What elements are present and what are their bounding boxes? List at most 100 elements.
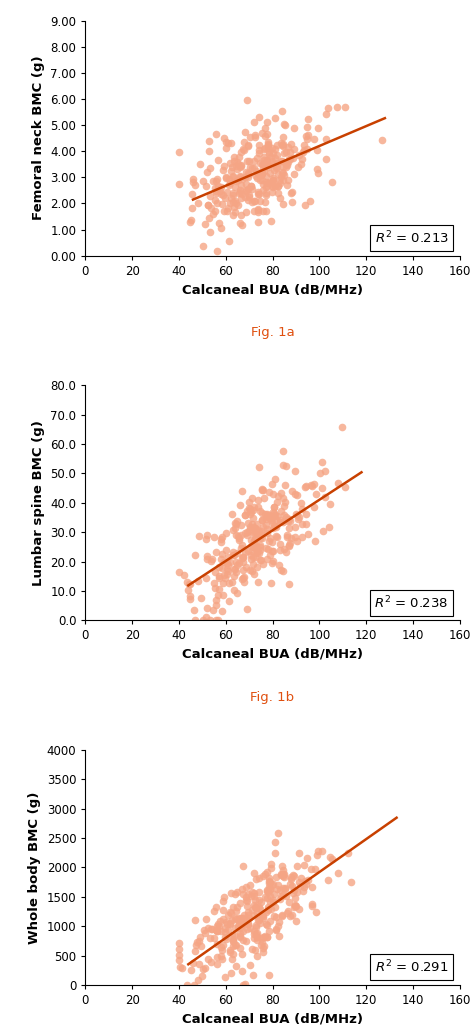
Point — [292, 506, 300, 522]
Point — [322, 130, 330, 147]
Point — [273, 877, 281, 894]
Point — [243, 898, 251, 914]
Point — [222, 542, 230, 558]
Point — [195, 194, 202, 210]
Point — [264, 136, 271, 153]
Point — [322, 106, 329, 122]
Point — [200, 238, 207, 254]
Point — [271, 499, 278, 515]
Point — [208, 553, 215, 569]
Point — [283, 458, 290, 474]
Point — [227, 163, 235, 180]
Point — [259, 556, 266, 573]
Point — [273, 494, 281, 510]
Point — [220, 554, 228, 570]
Point — [249, 556, 257, 573]
Point — [200, 921, 207, 938]
Point — [231, 193, 239, 209]
Point — [255, 202, 262, 219]
Point — [256, 542, 264, 558]
Point — [221, 929, 229, 945]
Point — [335, 865, 342, 881]
Point — [213, 918, 221, 935]
Point — [253, 932, 261, 948]
Point — [308, 478, 315, 495]
Point — [217, 534, 224, 550]
Point — [242, 176, 250, 193]
Point — [228, 190, 235, 206]
Point — [269, 514, 276, 530]
Point — [235, 529, 243, 546]
Point — [224, 548, 231, 564]
Point — [270, 518, 278, 535]
Point — [251, 525, 258, 542]
Point — [285, 520, 293, 537]
Point — [256, 915, 264, 932]
Point — [264, 901, 272, 917]
Point — [279, 858, 286, 874]
Point — [238, 186, 246, 202]
Point — [301, 142, 308, 158]
Point — [244, 91, 251, 108]
Point — [212, 125, 219, 142]
Point — [209, 206, 217, 223]
Point — [212, 592, 220, 608]
Point — [230, 946, 237, 962]
Point — [194, 972, 202, 988]
Point — [283, 144, 290, 160]
Point — [183, 574, 191, 590]
Point — [176, 958, 183, 975]
Point — [344, 845, 352, 862]
Point — [243, 153, 250, 169]
Point — [262, 904, 270, 920]
Point — [250, 884, 258, 901]
Point — [215, 558, 223, 575]
Point — [217, 913, 224, 930]
Point — [273, 528, 281, 545]
Point — [234, 172, 242, 189]
Point — [229, 547, 237, 563]
Point — [290, 899, 297, 915]
Point — [295, 509, 302, 525]
Point — [258, 552, 265, 568]
Point — [212, 172, 219, 189]
Point — [255, 186, 263, 202]
Point — [190, 977, 198, 993]
Point — [240, 858, 247, 874]
Point — [265, 532, 273, 549]
Point — [271, 507, 279, 523]
Point — [282, 509, 290, 525]
Point — [262, 889, 269, 905]
Point — [231, 910, 238, 926]
Point — [304, 111, 312, 127]
Point — [238, 963, 246, 980]
Point — [279, 458, 287, 474]
Point — [245, 523, 253, 540]
Point — [280, 145, 288, 161]
Point — [218, 942, 226, 958]
Point — [291, 528, 298, 545]
Point — [281, 117, 288, 133]
Point — [236, 168, 244, 185]
Point — [265, 966, 273, 983]
Point — [246, 910, 253, 926]
Point — [273, 160, 280, 176]
Point — [272, 527, 280, 544]
Point — [275, 928, 283, 944]
Point — [285, 538, 293, 554]
X-axis label: Calcaneal BUA (dB/MHz): Calcaneal BUA (dB/MHz) — [182, 648, 363, 661]
Point — [300, 136, 308, 153]
Point — [254, 543, 261, 559]
Point — [249, 194, 256, 210]
Point — [285, 903, 292, 919]
Point — [265, 144, 273, 160]
Point — [249, 543, 256, 559]
Text: Fig. 1a: Fig. 1a — [251, 326, 294, 340]
Point — [185, 576, 193, 592]
Point — [190, 171, 197, 188]
Point — [231, 885, 239, 902]
Point — [258, 512, 266, 528]
Point — [245, 904, 252, 920]
Point — [249, 519, 257, 536]
Point — [262, 187, 270, 203]
